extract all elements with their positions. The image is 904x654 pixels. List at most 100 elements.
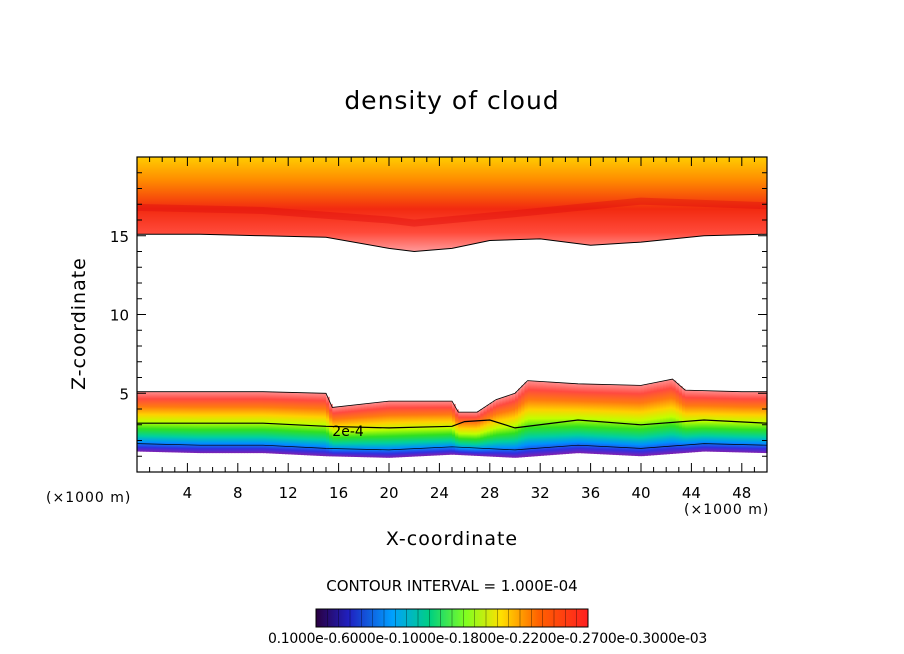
x-axis-label: X-coordinate (385, 528, 519, 550)
lower-cloud-column (612, 384, 617, 455)
lower-cloud-column (209, 391, 214, 454)
upper-cloud-core (136, 197, 768, 227)
lower-cloud-column (700, 390, 705, 452)
lower-cloud-column (675, 383, 680, 454)
lower-cloud-column (159, 391, 163, 453)
lower-cloud-column (659, 381, 664, 455)
lower-cloud-column (165, 391, 170, 453)
lower-cloud-column (719, 391, 724, 452)
lower-cloud-column (244, 391, 248, 454)
lower-cloud-column (647, 383, 652, 456)
lower-cloud-column (537, 381, 541, 457)
lower-cloud-column (678, 385, 683, 454)
lower-cloud-column (420, 401, 425, 457)
lower-cloud-column (275, 392, 280, 454)
lower-cloud-column (625, 385, 629, 456)
lower-cloud-column (310, 392, 314, 456)
lower-cloud-column (307, 392, 311, 456)
lower-cloud-column (171, 391, 176, 453)
lower-cloud-column (322, 393, 327, 457)
lower-cloud-column (360, 404, 365, 458)
lower-cloud-column (603, 384, 607, 455)
upper-layer-contour (137, 233, 768, 253)
lower-cloud-column (499, 397, 503, 458)
lower-cloud-column (215, 391, 220, 454)
lower-cloud-column (436, 401, 440, 456)
lower-cloud-column (319, 393, 324, 457)
lower-cloud-column (609, 384, 614, 455)
lower-cloud-column (363, 403, 368, 458)
lower-cloud-column (442, 401, 447, 456)
lower-cloud-column (439, 401, 444, 456)
lower-cloud-column (552, 382, 557, 455)
upper-cloud-layer (137, 157, 767, 252)
lower-cloud-column (250, 391, 255, 454)
lower-cloud-column (366, 403, 371, 458)
x-tick-label: 20 (379, 484, 398, 502)
x-tick-label: 40 (631, 484, 650, 502)
lower-cloud-column (518, 388, 522, 458)
lower-cloud-column (448, 401, 453, 455)
lower-cloud-column (259, 391, 264, 454)
lower-cloud-column (467, 412, 472, 456)
lower-cloud-column (155, 391, 160, 453)
lower-cloud-column (281, 392, 286, 455)
lower-cloud-column (470, 412, 475, 456)
lower-cloud-column (483, 406, 488, 457)
lower-cloud-column (571, 383, 576, 454)
lower-cloud-column (543, 381, 548, 456)
lower-cloud-column (697, 390, 702, 452)
lower-cloud-column (414, 401, 418, 457)
lower-cloud-column (455, 409, 459, 455)
lower-cloud-column (247, 391, 251, 454)
lower-cloud-column (644, 384, 648, 456)
lower-layer-top-contour (137, 378, 767, 413)
lower-cloud-column (190, 391, 195, 453)
lower-cloud-column (152, 391, 157, 452)
lower-cloud-column (222, 391, 226, 454)
lower-cloud-column (278, 392, 283, 454)
lower-cloud-column (429, 401, 434, 456)
lower-cloud-column (521, 385, 526, 458)
lower-cloud-column (316, 393, 321, 456)
lower-cloud-column (628, 385, 633, 456)
lower-cloud-column (559, 382, 563, 455)
lower-cloud-column (140, 391, 144, 452)
lower-cloud-column (653, 382, 658, 456)
lower-cloud-column (515, 391, 519, 458)
lower-cloud-column (411, 401, 415, 457)
y-tick-label: 5 (119, 385, 129, 403)
lower-cloud-column (486, 404, 491, 457)
lower-cloud-column (600, 384, 604, 455)
lower-cloud-column (341, 406, 346, 457)
lower-cloud-column (593, 384, 598, 454)
colorbar-tick-labels: 0.1000e-0.6000e-0.1000e-0.1800e-0.2200e-… (268, 631, 707, 647)
lower-cloud-column (297, 392, 302, 455)
lower-cloud-column (540, 381, 544, 456)
lower-cloud-column (291, 392, 296, 455)
lower-cloud-column (401, 401, 406, 458)
lower-cloud-column (266, 391, 270, 454)
lower-cloud-column (650, 383, 655, 456)
contour-interval-text: CONTOUR INTERVAL = 1.000E-04 (326, 577, 578, 595)
lower-cloud-column (184, 391, 188, 453)
x-tick-label: 48 (732, 484, 751, 502)
lower-cloud-column (565, 383, 570, 454)
lower-cloud-column (464, 412, 469, 456)
lower-cloud-column (587, 384, 592, 454)
lower-cloud-column (581, 383, 585, 454)
lower-cloud-column (313, 392, 318, 456)
lower-cloud-column (707, 390, 711, 452)
lower-layer-bottom-contour (136, 443, 768, 451)
lower-cloud-column (332, 407, 337, 457)
lower-cloud-column (168, 391, 173, 453)
lower-cloud-column (578, 383, 582, 454)
x-tick-label: 16 (329, 484, 348, 502)
y-tick-label: 10 (110, 307, 129, 325)
lower-cloud-column (511, 393, 516, 458)
lower-cloud-column (225, 391, 229, 454)
lower-cloud-column (492, 400, 497, 457)
lower-cloud-column (398, 401, 403, 458)
lower-cloud-column (395, 401, 400, 458)
lower-cloud-column (196, 391, 201, 454)
